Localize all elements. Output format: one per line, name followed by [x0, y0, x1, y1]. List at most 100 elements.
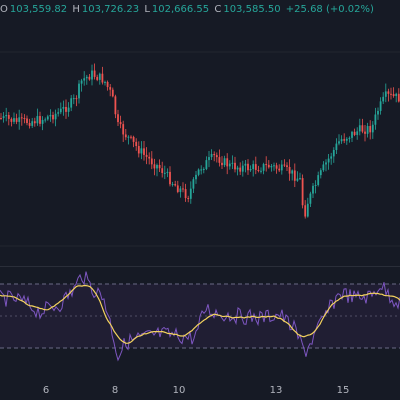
- candle: [5, 107, 8, 122]
- candle: [286, 162, 288, 172]
- time-tick-label: 10: [173, 385, 186, 396]
- candle: [184, 183, 187, 202]
- candle: [171, 181, 174, 187]
- candle: [356, 127, 359, 140]
- high-label: H: [72, 4, 80, 15]
- rsi-line: [0, 271, 400, 362]
- candle: [182, 182, 184, 193]
- candle: [106, 80, 109, 91]
- candle: [241, 160, 244, 177]
- candle: [88, 73, 91, 81]
- candle: [54, 109, 57, 127]
- candle: [273, 162, 275, 171]
- candle: [150, 151, 153, 170]
- candle: [67, 102, 70, 117]
- low-label: L: [144, 4, 150, 15]
- candle: [109, 84, 112, 97]
- candle: [78, 80, 80, 104]
- candle: [13, 112, 15, 124]
- candle: [299, 172, 301, 181]
- candle: [231, 155, 234, 169]
- candle: [247, 159, 249, 175]
- candle: [296, 171, 299, 182]
- candle: [18, 109, 21, 130]
- candle: [332, 147, 335, 163]
- candle: [49, 109, 52, 122]
- candle: [366, 122, 369, 138]
- candle: [343, 133, 346, 144]
- candle: [390, 87, 392, 100]
- candle: [301, 174, 304, 209]
- candle: [252, 160, 255, 177]
- candle: [275, 162, 278, 174]
- candle: [309, 191, 312, 208]
- candle: [260, 167, 262, 174]
- candle: [244, 160, 247, 173]
- candle: [291, 169, 294, 181]
- ohlc-legend: O 103,559.82 H 103,726.23 L 102,666.55 C 103…: [0, 3, 376, 17]
- candle: [33, 117, 36, 127]
- candle: [392, 87, 395, 98]
- candle: [46, 114, 49, 121]
- candle: [132, 135, 135, 148]
- candle: [234, 156, 236, 173]
- candle: [361, 118, 364, 134]
- rsi-pane[interactable]: [0, 268, 400, 376]
- candle: [75, 95, 78, 107]
- candle: [338, 134, 340, 146]
- candle: [70, 95, 73, 112]
- candle: [223, 155, 226, 168]
- candle: [254, 156, 257, 175]
- candle: [169, 166, 171, 187]
- candle: [20, 113, 23, 126]
- candle: [161, 161, 164, 178]
- candle: [265, 156, 268, 172]
- candle: [257, 165, 260, 173]
- candle: [335, 138, 338, 155]
- candle: [114, 94, 117, 119]
- candle: [379, 97, 382, 115]
- candle: [153, 158, 156, 176]
- candle: [358, 118, 361, 136]
- time-tick-label: 13: [270, 385, 283, 396]
- candle: [122, 120, 125, 142]
- candle: [189, 181, 192, 204]
- candle: [166, 168, 169, 178]
- candle: [213, 151, 216, 162]
- candle: [215, 152, 218, 163]
- candle: [85, 74, 88, 85]
- price-pane[interactable]: [0, 0, 400, 262]
- candle: [137, 141, 140, 158]
- candle: [280, 160, 283, 175]
- candle: [283, 159, 286, 168]
- candle: [104, 80, 106, 86]
- candle: [202, 167, 205, 174]
- candle: [124, 128, 127, 141]
- candle: [351, 130, 353, 143]
- candle: [371, 121, 374, 139]
- pane-separator[interactable]: [0, 266, 400, 267]
- candle: [221, 156, 223, 170]
- time-tick-label: 6: [43, 385, 49, 396]
- candle: [91, 64, 93, 86]
- candle: [111, 87, 114, 98]
- candle: [158, 159, 161, 172]
- candle: [15, 113, 18, 125]
- candle: [319, 168, 322, 179]
- candle: [340, 135, 343, 144]
- candle: [314, 180, 317, 194]
- candle: [83, 71, 86, 86]
- candle: [374, 107, 377, 130]
- rsi-moving-average: [0, 284, 400, 344]
- candle: [41, 116, 44, 131]
- candle: [197, 168, 200, 177]
- candle: [210, 149, 213, 161]
- time-axis[interactable]: 6 8 10 13 15: [0, 378, 400, 400]
- candle: [218, 149, 221, 167]
- low-value: 102,666.55: [151, 4, 210, 15]
- candle: [304, 200, 307, 219]
- candle: [93, 63, 96, 80]
- candle: [293, 163, 296, 188]
- candle: [187, 195, 190, 203]
